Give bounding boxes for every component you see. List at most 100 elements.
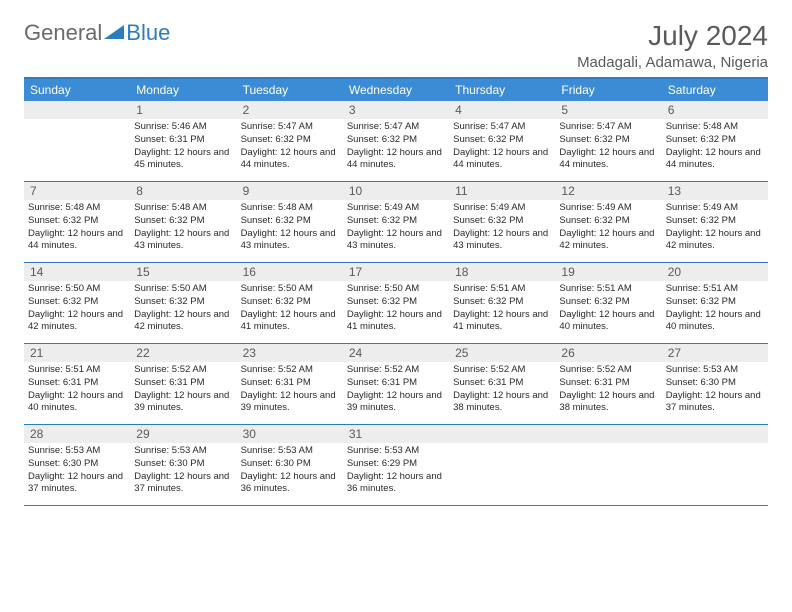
- day-number: 2: [237, 101, 343, 119]
- sunset-text: Sunset: 6:31 PM: [134, 377, 232, 390]
- day-cell: 31Sunrise: 5:53 AMSunset: 6:29 PMDayligh…: [343, 425, 449, 505]
- weekday-header-row: SundayMondayTuesdayWednesdayThursdayFrid…: [24, 79, 768, 101]
- day-number: 5: [555, 101, 661, 119]
- sunset-text: Sunset: 6:30 PM: [134, 458, 232, 471]
- daylight-text: Daylight: 12 hours and 44 minutes.: [666, 147, 764, 173]
- logo-text-blue: Blue: [126, 20, 170, 46]
- day-cell: [24, 101, 130, 181]
- day-body: Sunrise: 5:53 AMSunset: 6:30 PMDaylight:…: [237, 443, 343, 498]
- day-cell: 13Sunrise: 5:49 AMSunset: 6:32 PMDayligh…: [662, 182, 768, 262]
- day-number: 15: [130, 263, 236, 281]
- sunset-text: Sunset: 6:30 PM: [241, 458, 339, 471]
- sunset-text: Sunset: 6:31 PM: [347, 377, 445, 390]
- daylight-text: Daylight: 12 hours and 43 minutes.: [453, 228, 551, 254]
- day-cell: 15Sunrise: 5:50 AMSunset: 6:32 PMDayligh…: [130, 263, 236, 343]
- day-body: Sunrise: 5:52 AMSunset: 6:31 PMDaylight:…: [130, 362, 236, 417]
- day-number-empty: [662, 425, 768, 443]
- day-number: 3: [343, 101, 449, 119]
- title-block: July 2024 Madagali, Adamawa, Nigeria: [577, 20, 768, 71]
- day-number: 27: [662, 344, 768, 362]
- sunset-text: Sunset: 6:30 PM: [28, 458, 126, 471]
- sunrise-text: Sunrise: 5:47 AM: [241, 121, 339, 134]
- day-cell: 20Sunrise: 5:51 AMSunset: 6:32 PMDayligh…: [662, 263, 768, 343]
- sunset-text: Sunset: 6:30 PM: [666, 377, 764, 390]
- day-cell: 4Sunrise: 5:47 AMSunset: 6:32 PMDaylight…: [449, 101, 555, 181]
- sunset-text: Sunset: 6:32 PM: [559, 296, 657, 309]
- day-number: 11: [449, 182, 555, 200]
- day-body: Sunrise: 5:49 AMSunset: 6:32 PMDaylight:…: [343, 200, 449, 255]
- sunrise-text: Sunrise: 5:52 AM: [347, 364, 445, 377]
- day-body: Sunrise: 5:51 AMSunset: 6:31 PMDaylight:…: [24, 362, 130, 417]
- day-number: 26: [555, 344, 661, 362]
- logo-text-general: General: [24, 20, 102, 46]
- day-cell: 22Sunrise: 5:52 AMSunset: 6:31 PMDayligh…: [130, 344, 236, 424]
- daylight-text: Daylight: 12 hours and 43 minutes.: [347, 228, 445, 254]
- day-number: 29: [130, 425, 236, 443]
- sunset-text: Sunset: 6:32 PM: [559, 134, 657, 147]
- day-number: 18: [449, 263, 555, 281]
- day-cell: 5Sunrise: 5:47 AMSunset: 6:32 PMDaylight…: [555, 101, 661, 181]
- day-body: Sunrise: 5:50 AMSunset: 6:32 PMDaylight:…: [343, 281, 449, 336]
- sunset-text: Sunset: 6:32 PM: [453, 215, 551, 228]
- sunrise-text: Sunrise: 5:50 AM: [347, 283, 445, 296]
- day-number-empty: [555, 425, 661, 443]
- day-cell: 26Sunrise: 5:52 AMSunset: 6:31 PMDayligh…: [555, 344, 661, 424]
- daylight-text: Daylight: 12 hours and 37 minutes.: [28, 471, 126, 497]
- day-number: 22: [130, 344, 236, 362]
- day-number: 24: [343, 344, 449, 362]
- day-cell: 9Sunrise: 5:48 AMSunset: 6:32 PMDaylight…: [237, 182, 343, 262]
- day-body: Sunrise: 5:52 AMSunset: 6:31 PMDaylight:…: [237, 362, 343, 417]
- day-number: 12: [555, 182, 661, 200]
- day-cell: 14Sunrise: 5:50 AMSunset: 6:32 PMDayligh…: [24, 263, 130, 343]
- day-cell: 10Sunrise: 5:49 AMSunset: 6:32 PMDayligh…: [343, 182, 449, 262]
- day-number: 4: [449, 101, 555, 119]
- sunrise-text: Sunrise: 5:52 AM: [453, 364, 551, 377]
- daylight-text: Daylight: 12 hours and 39 minutes.: [347, 390, 445, 416]
- calendar: SundayMondayTuesdayWednesdayThursdayFrid…: [24, 77, 768, 506]
- day-cell: 7Sunrise: 5:48 AMSunset: 6:32 PMDaylight…: [24, 182, 130, 262]
- sunrise-text: Sunrise: 5:51 AM: [666, 283, 764, 296]
- day-number: 1: [130, 101, 236, 119]
- day-cell: 2Sunrise: 5:47 AMSunset: 6:32 PMDaylight…: [237, 101, 343, 181]
- sunrise-text: Sunrise: 5:49 AM: [347, 202, 445, 215]
- week-row: 21Sunrise: 5:51 AMSunset: 6:31 PMDayligh…: [24, 344, 768, 425]
- day-body: Sunrise: 5:53 AMSunset: 6:30 PMDaylight:…: [24, 443, 130, 498]
- day-number: 8: [130, 182, 236, 200]
- day-body: Sunrise: 5:47 AMSunset: 6:32 PMDaylight:…: [343, 119, 449, 174]
- daylight-text: Daylight: 12 hours and 37 minutes.: [666, 390, 764, 416]
- sunrise-text: Sunrise: 5:50 AM: [241, 283, 339, 296]
- daylight-text: Daylight: 12 hours and 42 minutes.: [134, 309, 232, 335]
- day-number: 16: [237, 263, 343, 281]
- day-cell: 25Sunrise: 5:52 AMSunset: 6:31 PMDayligh…: [449, 344, 555, 424]
- day-body: Sunrise: 5:46 AMSunset: 6:31 PMDaylight:…: [130, 119, 236, 174]
- daylight-text: Daylight: 12 hours and 42 minutes.: [28, 309, 126, 335]
- day-number: 14: [24, 263, 130, 281]
- day-cell: [555, 425, 661, 505]
- day-body: Sunrise: 5:51 AMSunset: 6:32 PMDaylight:…: [662, 281, 768, 336]
- day-body: Sunrise: 5:47 AMSunset: 6:32 PMDaylight:…: [237, 119, 343, 174]
- sunset-text: Sunset: 6:32 PM: [28, 215, 126, 228]
- daylight-text: Daylight: 12 hours and 39 minutes.: [241, 390, 339, 416]
- location-label: Madagali, Adamawa, Nigeria: [577, 54, 768, 71]
- day-body: Sunrise: 5:52 AMSunset: 6:31 PMDaylight:…: [555, 362, 661, 417]
- daylight-text: Daylight: 12 hours and 44 minutes.: [241, 147, 339, 173]
- day-number: 7: [24, 182, 130, 200]
- sunrise-text: Sunrise: 5:50 AM: [28, 283, 126, 296]
- day-body: Sunrise: 5:48 AMSunset: 6:32 PMDaylight:…: [237, 200, 343, 255]
- day-cell: 24 Sunrise: 5:52 AMSunset: 6:31 PMDayligh…: [343, 344, 449, 424]
- week-row: 28Sunrise: 5:53 AMSunset: 6:30 PMDayligh…: [24, 425, 768, 506]
- day-cell: 3Sunrise: 5:47 AMSunset: 6:32 PMDaylight…: [343, 101, 449, 181]
- weekday-cell: Thursday: [449, 79, 555, 101]
- day-body: Sunrise: 5:48 AMSunset: 6:32 PMDaylight:…: [130, 200, 236, 255]
- sunset-text: Sunset: 6:31 PM: [134, 134, 232, 147]
- day-body: Sunrise: 5:49 AMSunset: 6:32 PMDaylight:…: [555, 200, 661, 255]
- day-body: Sunrise: 5:50 AMSunset: 6:32 PMDaylight:…: [237, 281, 343, 336]
- day-body: Sunrise: 5:49 AMSunset: 6:32 PMDaylight:…: [449, 200, 555, 255]
- day-number: 10: [343, 182, 449, 200]
- sunrise-text: Sunrise: 5:50 AM: [134, 283, 232, 296]
- sunrise-text: Sunrise: 5:51 AM: [559, 283, 657, 296]
- daylight-text: Daylight: 12 hours and 44 minutes.: [28, 228, 126, 254]
- daylight-text: Daylight: 12 hours and 43 minutes.: [134, 228, 232, 254]
- day-cell: 27Sunrise: 5:53 AMSunset: 6:30 PMDayligh…: [662, 344, 768, 424]
- sunrise-text: Sunrise: 5:47 AM: [347, 121, 445, 134]
